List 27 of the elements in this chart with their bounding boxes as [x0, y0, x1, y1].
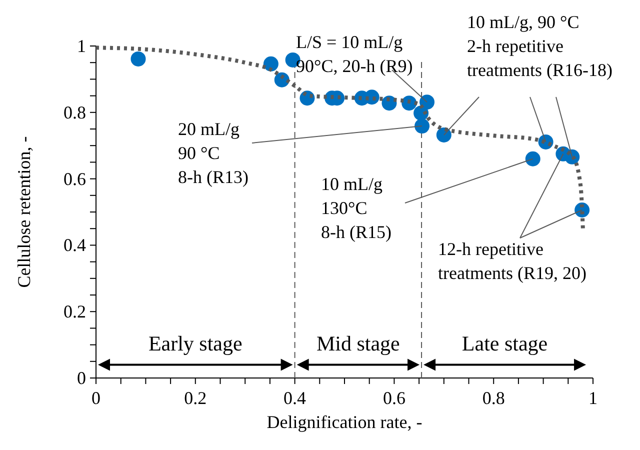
x-tick-label: 0.2 — [184, 388, 207, 408]
x-tick-label: 0.8 — [482, 388, 505, 408]
y-tick-label: 0.8 — [64, 102, 86, 122]
point — [263, 56, 278, 72]
y-tick-label: 0.2 — [64, 302, 86, 322]
point — [525, 151, 540, 166]
annotation: 10 mL/g 130°C 8-h (R15) — [321, 174, 392, 242]
x-tick-label: 0 — [92, 388, 100, 408]
point — [420, 94, 434, 110]
annotation: Late stage — [462, 332, 548, 356]
point — [130, 51, 146, 66]
y-tick-label: 0.4 — [64, 235, 86, 256]
x-tick-label: 0.4 — [284, 388, 306, 408]
point — [414, 118, 430, 134]
annotation: Mid stage — [316, 332, 400, 356]
annotation: 12-h repetitive treatments (R19, 20) — [438, 239, 586, 283]
annotation: Early stage — [148, 332, 242, 356]
annotation: 10 mL/g, 90 °C 2-h repetitive treatments (R16-18) — [467, 12, 612, 80]
annotation: 20 mL/g 90 °C 8-h (R13) — [178, 119, 248, 187]
x-tick-label: 0.6 — [382, 388, 406, 408]
y-tick-label: 0 — [77, 368, 86, 388]
x-tick-label: 1 — [588, 388, 598, 408]
x-axis-title: Delignification rate, - — [266, 412, 422, 432]
y-tick-label: 0.6 — [64, 168, 86, 189]
y-tick-label: 1 — [77, 36, 86, 56]
y-axis-title: Cellulose retention, - — [14, 136, 34, 288]
annotation: L/S = 10 mL/g 90°C, 20-h (R9) — [296, 32, 413, 76]
